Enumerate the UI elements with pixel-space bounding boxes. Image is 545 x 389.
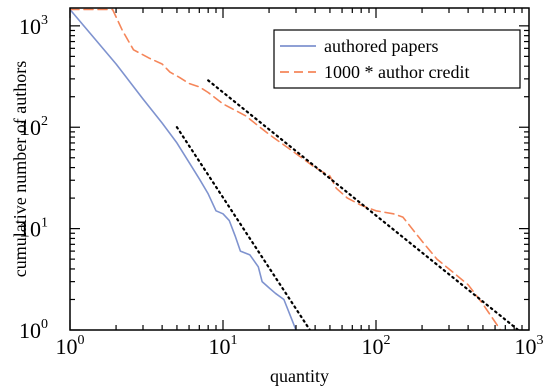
tick-labels: 100 101 102 103 100 101 102 103 — [19, 13, 544, 359]
legend: authored papers 1000 * author credit — [273, 29, 521, 89]
y-tick-label: 101 — [19, 216, 48, 242]
reference-fit-line-2 — [175, 126, 311, 330]
series-line-1000-author-credit — [70, 8, 502, 330]
x-tick-label: 103 — [515, 333, 544, 359]
y-axis-label: cumulative number of authors — [10, 61, 30, 277]
legend-box — [273, 29, 521, 89]
y-tick-label: 103 — [19, 13, 48, 39]
x-axis-label: quantity — [270, 366, 329, 386]
y-tick-label: 100 — [19, 317, 48, 343]
axis-ticks — [69, 8, 529, 331]
x-tick-label: 100 — [56, 333, 85, 359]
reference-fit-line-3 — [207, 79, 520, 330]
x-tick-label: 102 — [362, 333, 391, 359]
y-tick-label: 102 — [19, 114, 48, 140]
plot-area — [70, 8, 520, 330]
legend-label-author-credit: 1000 * author credit — [324, 62, 469, 82]
x-tick-label: 101 — [209, 333, 238, 359]
plot-frame — [69, 7, 530, 331]
series-line-authored-papers — [70, 8, 297, 330]
legend-label-authored-papers: authored papers — [324, 36, 438, 56]
